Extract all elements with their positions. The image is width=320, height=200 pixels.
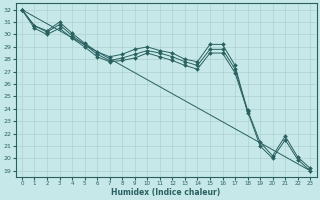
X-axis label: Humidex (Indice chaleur): Humidex (Indice chaleur): [111, 188, 221, 197]
